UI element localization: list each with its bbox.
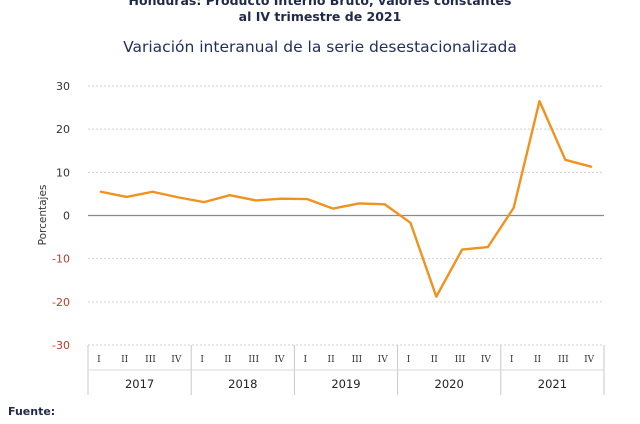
x-year-label: 2017 — [125, 377, 154, 391]
series-line — [99, 99, 593, 298]
x-quarter-label: IV — [274, 355, 285, 365]
y-tick-label: 30 — [56, 80, 70, 93]
x-quarter-label: III — [455, 355, 466, 365]
chart-subtitle: Variación interanual de la serie desesta… — [123, 38, 517, 56]
y-tick-label: 20 — [56, 123, 70, 136]
x-quarter-label: I — [510, 355, 514, 365]
y-tick-label: -30 — [52, 339, 70, 352]
y-tick-label: -20 — [52, 296, 70, 309]
source-label: Fuente: — [8, 405, 56, 418]
x-quarter-label: IV — [584, 355, 595, 365]
x-quarter-label: II — [431, 355, 439, 365]
y-tick-label: -10 — [52, 253, 70, 266]
x-quarter-label: II — [328, 355, 336, 365]
x-quarter-label: I — [407, 355, 411, 365]
y-tick-label: 0 — [63, 210, 70, 223]
axes — [87, 214, 605, 395]
x-year-label: 2021 — [538, 377, 567, 391]
chart-title-line-2: al IV trimestre de 2021 — [238, 9, 402, 24]
x-year-label: 2018 — [228, 377, 257, 391]
y-tick-label: 10 — [56, 166, 70, 179]
y-axis-label: Porcentajes — [37, 185, 49, 246]
chart-title-line-1: Honduras: Producto Interno Bruto, valore… — [128, 0, 512, 8]
x-quarter-label: IV — [378, 355, 389, 365]
x-quarter-label: III — [145, 355, 156, 365]
x-quarter-label: II — [224, 355, 232, 365]
x-quarter-label: III — [558, 355, 569, 365]
x-quarter-label: III — [352, 355, 363, 365]
x-quarter-label: IV — [481, 355, 492, 365]
x-quarter-label: II — [534, 355, 542, 365]
x-quarter-label: IV — [171, 355, 182, 365]
series-layer — [99, 99, 593, 298]
x-quarter-label: III — [248, 355, 259, 365]
x-quarter-label: II — [121, 355, 129, 365]
x-year-label: 2019 — [331, 377, 360, 391]
x-year-label: 2020 — [435, 377, 464, 391]
x-quarter-label: I — [304, 355, 308, 365]
x-quarter-label: I — [200, 355, 204, 365]
gridlines — [88, 85, 604, 346]
x-quarter-label: I — [97, 355, 101, 365]
